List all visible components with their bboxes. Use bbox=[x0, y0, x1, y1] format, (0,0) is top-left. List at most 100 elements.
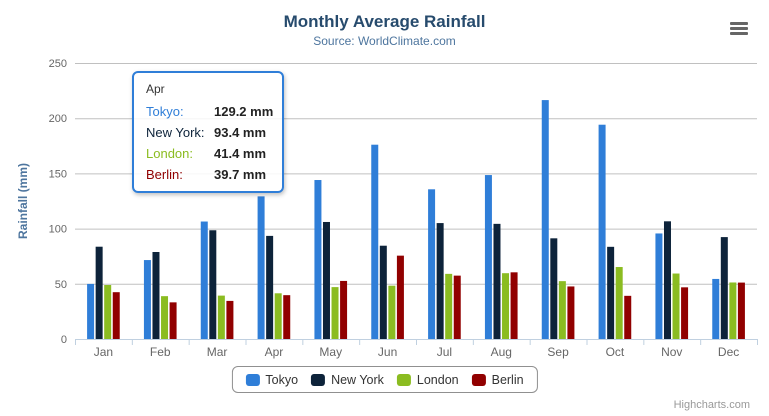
series-marker-icon bbox=[396, 373, 411, 386]
bar-london-nov[interactable] bbox=[672, 273, 680, 339]
legend-item-tokyo[interactable]: Tokyo bbox=[245, 373, 298, 387]
tooltip-row: Berlin: 39.7 mm bbox=[146, 164, 270, 185]
x-axis-label: Jul bbox=[437, 345, 452, 359]
bar-tokyo-nov[interactable] bbox=[655, 233, 663, 339]
bar-tokyo-jun[interactable] bbox=[371, 144, 379, 339]
bar-tokyo-dec[interactable] bbox=[712, 278, 720, 339]
y-axis-title: Rainfall (mm) bbox=[16, 163, 30, 239]
bar-london-jun[interactable] bbox=[388, 285, 396, 339]
bar-new-york-jan[interactable] bbox=[95, 246, 103, 339]
legend-label: Tokyo bbox=[265, 372, 299, 387]
bar-new-york-sep[interactable] bbox=[550, 238, 558, 339]
bar-berlin-aug[interactable] bbox=[510, 272, 518, 339]
x-axis-label: Jun bbox=[378, 345, 397, 359]
x-axis-label: Sep bbox=[547, 345, 569, 359]
bar-new-york-jul[interactable] bbox=[436, 223, 444, 339]
bar-new-york-feb[interactable] bbox=[152, 252, 160, 339]
bar-berlin-feb[interactable] bbox=[169, 302, 177, 339]
bar-tokyo-oct[interactable] bbox=[598, 124, 606, 340]
bar-berlin-dec[interactable] bbox=[737, 282, 745, 339]
tooltip-series-value: 41.4 mm bbox=[214, 146, 267, 161]
tooltip-header: Apr bbox=[146, 82, 165, 96]
legend-label: New York bbox=[331, 372, 384, 387]
x-axis-label: Dec bbox=[718, 345, 739, 359]
tooltip-row: New York: 93.4 mm bbox=[146, 122, 270, 143]
bar-tokyo-aug[interactable] bbox=[484, 175, 492, 339]
bar-london-feb[interactable] bbox=[161, 296, 169, 339]
x-axis-label: Apr bbox=[265, 345, 284, 359]
menu-bar bbox=[730, 22, 748, 25]
tooltip-series-name: Berlin: bbox=[146, 167, 183, 182]
bar-berlin-may[interactable] bbox=[340, 280, 348, 339]
x-axis-label: Mar bbox=[207, 345, 228, 359]
bar-new-york-nov[interactable] bbox=[663, 221, 671, 339]
bar-new-york-may[interactable] bbox=[322, 221, 330, 339]
bar-tokyo-sep[interactable] bbox=[541, 100, 549, 339]
legend-item-berlin[interactable]: Berlin bbox=[471, 372, 524, 387]
bar-new-york-oct[interactable] bbox=[607, 246, 615, 339]
bar-london-dec[interactable] bbox=[729, 282, 737, 339]
bar-london-oct[interactable] bbox=[615, 267, 623, 339]
tooltip-series-value: 93.4 mm bbox=[214, 125, 267, 140]
bar-tokyo-jul[interactable] bbox=[428, 189, 436, 339]
bar-berlin-jul[interactable] bbox=[453, 275, 461, 339]
tooltip-series-name: London: bbox=[146, 146, 193, 161]
legend-label: Berlin bbox=[491, 372, 524, 387]
bar-new-york-jun[interactable] bbox=[379, 245, 387, 339]
chart-subtitle: Source: WorldClimate.com bbox=[313, 34, 456, 48]
bar-tokyo-feb[interactable] bbox=[143, 260, 151, 339]
bar-new-york-mar[interactable] bbox=[209, 230, 217, 339]
series-marker-icon bbox=[311, 373, 326, 386]
tooltip-series-value: 129.2 mm bbox=[214, 104, 274, 119]
menu-bar bbox=[730, 32, 748, 35]
bar-tokyo-mar[interactable] bbox=[200, 221, 208, 339]
tooltip-series-value: 39.7 mm bbox=[214, 167, 267, 182]
series-marker-icon bbox=[245, 373, 260, 386]
legend: Tokyo New York London Berlin bbox=[231, 366, 538, 393]
bar-london-jan[interactable] bbox=[104, 285, 112, 339]
y-axis-label: 0 bbox=[61, 334, 67, 346]
hamburger-menu-icon[interactable] bbox=[730, 22, 748, 35]
x-axis-label: Aug bbox=[491, 345, 512, 359]
bar-london-jul[interactable] bbox=[445, 273, 453, 339]
bar-london-sep[interactable] bbox=[558, 281, 566, 339]
tooltip-row: Tokyo: 129.2 mm bbox=[146, 101, 274, 122]
legend-label: London bbox=[416, 372, 459, 387]
credits-link[interactable]: Highcharts.com bbox=[673, 399, 750, 411]
chart-title: Monthly Average Rainfall bbox=[283, 12, 486, 31]
tooltip-series-name: Tokyo: bbox=[146, 104, 184, 119]
y-axis-label: 250 bbox=[49, 58, 67, 70]
bar-new-york-aug[interactable] bbox=[493, 223, 501, 339]
bar-new-york-apr[interactable] bbox=[266, 235, 274, 339]
y-axis-label: 50 bbox=[55, 279, 67, 291]
bar-tokyo-may[interactable] bbox=[314, 180, 322, 339]
bar-berlin-mar[interactable] bbox=[226, 300, 234, 339]
bar-london-apr[interactable] bbox=[274, 293, 282, 339]
bar-berlin-sep[interactable] bbox=[567, 286, 575, 339]
bar-berlin-nov[interactable] bbox=[681, 287, 689, 339]
menu-bar bbox=[730, 27, 748, 30]
x-axis-label: Nov bbox=[661, 345, 682, 359]
bar-berlin-jan[interactable] bbox=[112, 292, 120, 339]
bar-berlin-oct[interactable] bbox=[624, 295, 632, 339]
bar-london-aug[interactable] bbox=[502, 273, 510, 339]
tooltip-series-name: New York: bbox=[146, 125, 205, 140]
bar-london-mar[interactable] bbox=[217, 295, 225, 339]
y-axis-label: 100 bbox=[49, 224, 67, 236]
bar-berlin-apr[interactable] bbox=[283, 295, 291, 339]
y-axis-label: 150 bbox=[49, 168, 67, 180]
x-axis-label: Feb bbox=[150, 345, 171, 359]
bar-tokyo-jan[interactable] bbox=[87, 283, 95, 339]
legend-item-london[interactable]: London bbox=[396, 372, 459, 387]
bar-tokyo-apr[interactable] bbox=[257, 196, 265, 339]
bar-berlin-jun[interactable] bbox=[396, 255, 404, 339]
x-axis-label: May bbox=[319, 345, 342, 359]
bar-new-york-dec[interactable] bbox=[720, 237, 728, 339]
y-axis-label: 200 bbox=[49, 113, 67, 125]
tooltip: Apr Tokyo: 129.2 mm New York: 93.4 mm Lo… bbox=[132, 71, 284, 193]
legend-item-new-york[interactable]: New York bbox=[311, 373, 384, 387]
x-axis-label: Oct bbox=[606, 345, 625, 359]
bar-london-may[interactable] bbox=[331, 287, 339, 339]
